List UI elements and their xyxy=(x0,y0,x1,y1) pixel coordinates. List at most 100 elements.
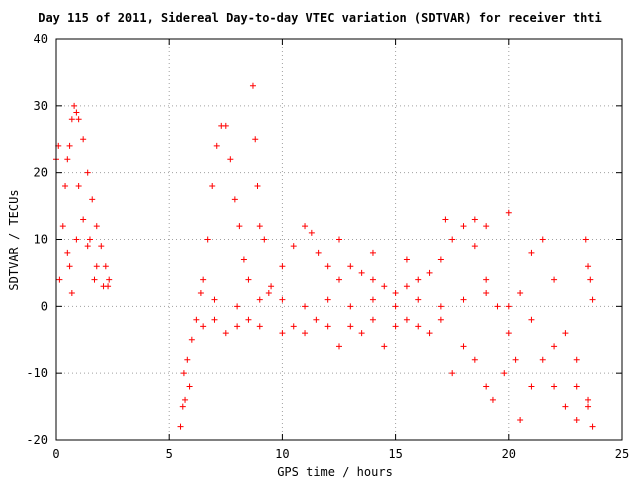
data-point xyxy=(200,276,207,283)
grid-lines xyxy=(56,39,622,440)
data-point xyxy=(177,423,184,430)
data-point xyxy=(56,276,63,283)
data-point xyxy=(234,323,241,330)
data-point xyxy=(369,296,376,303)
data-point xyxy=(204,236,211,243)
x-tick-label: 5 xyxy=(166,447,173,461)
data-point xyxy=(75,183,82,190)
data-points xyxy=(53,82,596,430)
data-point xyxy=(64,156,71,163)
y-tick-label: -10 xyxy=(26,366,48,380)
y-tick-label: 0 xyxy=(41,299,48,313)
x-tick-label: 10 xyxy=(275,447,289,461)
data-point xyxy=(302,223,309,230)
data-point xyxy=(75,116,82,123)
data-point xyxy=(437,256,444,263)
data-point xyxy=(308,229,315,236)
y-tick-label: 20 xyxy=(34,166,48,180)
data-point xyxy=(437,303,444,310)
data-point xyxy=(415,296,422,303)
data-point xyxy=(539,236,546,243)
data-point xyxy=(279,330,286,337)
data-point xyxy=(501,370,508,377)
data-point xyxy=(302,330,309,337)
data-point xyxy=(573,356,580,363)
data-point xyxy=(460,343,467,350)
data-point xyxy=(358,330,365,337)
data-point xyxy=(315,249,322,256)
data-point xyxy=(517,289,524,296)
y-tick-label: 30 xyxy=(34,99,48,113)
data-point xyxy=(585,396,592,403)
data-point xyxy=(336,343,342,350)
data-point xyxy=(573,416,580,423)
data-point xyxy=(186,383,193,390)
data-point xyxy=(265,289,272,296)
data-point xyxy=(512,356,519,363)
data-point xyxy=(505,209,512,216)
data-point xyxy=(252,136,259,143)
data-point xyxy=(211,316,218,323)
data-point xyxy=(562,330,569,337)
data-point xyxy=(84,243,91,250)
data-point xyxy=(268,283,275,290)
data-point xyxy=(180,370,187,377)
data-point xyxy=(336,276,342,283)
data-point xyxy=(517,416,524,423)
data-point xyxy=(245,316,252,323)
data-point xyxy=(403,256,410,263)
data-point xyxy=(471,356,478,363)
data-point xyxy=(59,223,66,230)
data-point xyxy=(449,370,456,377)
data-point xyxy=(84,169,91,176)
data-point xyxy=(105,283,112,290)
data-point xyxy=(213,142,220,149)
axis-ticks: 0 5 10 15 20 25 -20 -10 0 10 20 30 40 xyxy=(26,32,629,461)
data-point xyxy=(279,263,286,270)
data-point xyxy=(585,403,592,410)
data-point xyxy=(358,269,365,276)
data-point xyxy=(381,283,388,290)
data-point xyxy=(64,249,71,256)
data-point xyxy=(369,276,376,283)
data-point xyxy=(249,82,256,89)
data-point xyxy=(471,216,478,223)
data-point xyxy=(222,330,229,337)
data-point xyxy=(80,216,87,223)
data-point xyxy=(551,343,558,350)
data-point xyxy=(369,316,376,323)
data-point xyxy=(73,109,80,116)
data-point xyxy=(313,316,320,323)
data-point xyxy=(71,102,78,109)
data-point xyxy=(279,296,286,303)
data-point xyxy=(415,323,422,330)
x-axis-label: GPS time / hours xyxy=(277,465,393,479)
data-point xyxy=(489,396,496,403)
data-point xyxy=(589,423,596,430)
data-point xyxy=(324,323,331,330)
data-point xyxy=(245,276,252,283)
data-point xyxy=(324,263,331,270)
data-point xyxy=(426,269,433,276)
data-point xyxy=(494,303,501,310)
data-point xyxy=(222,122,229,129)
x-tick-label: 20 xyxy=(502,447,516,461)
data-point xyxy=(98,243,105,250)
data-point xyxy=(234,303,241,310)
data-point xyxy=(290,243,297,250)
data-point xyxy=(182,396,189,403)
data-point xyxy=(66,263,73,270)
data-point xyxy=(256,323,263,330)
data-point xyxy=(369,249,376,256)
data-point xyxy=(403,316,410,323)
x-tick-label: 15 xyxy=(388,447,402,461)
data-point xyxy=(460,223,467,230)
data-point xyxy=(231,196,238,203)
data-point xyxy=(573,383,580,390)
data-point xyxy=(539,356,546,363)
data-point xyxy=(68,289,75,296)
data-point xyxy=(347,303,354,310)
data-point xyxy=(86,236,93,243)
data-point xyxy=(254,183,261,190)
